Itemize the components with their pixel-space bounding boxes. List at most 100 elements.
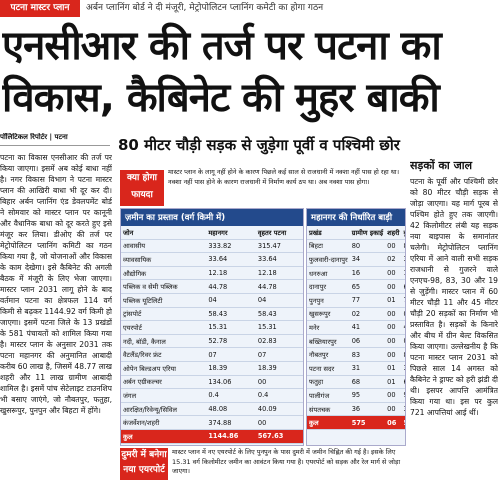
table-cell: 65 (349, 279, 386, 294)
table-cell: 04 (255, 293, 303, 308)
table-cell: 02 (349, 307, 386, 322)
table-row: नौबतपुर830083 (307, 347, 405, 362)
headline: एनसीआर की तर्ज पर पटना का विकास, कैबिनेट… (2, 20, 496, 128)
table-cell: 01 (385, 293, 402, 308)
column-header: महानगर (206, 226, 256, 240)
table-row: आवासीय 333.82 315.47 (121, 239, 303, 254)
table-cell: 80 (349, 239, 386, 254)
table-cell: 69 (401, 375, 405, 390)
table-row: आरक्षित/रिवेन्यू/सिविल 48.08 40.09 (121, 402, 303, 417)
table-cell: 16 (401, 266, 405, 281)
table-cell: ट्रांसपोर्ट (121, 307, 207, 322)
table-cell: 68 (349, 375, 386, 390)
table-row: पब्लिक व सेमी पब्लिक 44.78 44.78 (121, 279, 303, 294)
table-cell: 36 (401, 252, 405, 267)
column-header: जोन (121, 226, 207, 240)
table-row: औद्योगिक 12.18 12.18 (121, 266, 303, 281)
table-cell: फुलवारी-दानापुर (307, 252, 350, 267)
table-cell: 00 (385, 388, 402, 403)
table-cell: 15.31 (206, 320, 256, 335)
table-row: मनेर410041 (307, 320, 405, 335)
table-cell: कुल (307, 415, 350, 430)
table-cell: 315.47 (255, 239, 303, 254)
table-cell: व्यावसायिक (121, 252, 207, 267)
table-cell: 33.64 (255, 252, 303, 267)
table-cell: कुल (121, 429, 207, 444)
table-cell: 01 (385, 361, 402, 376)
table-cell: 83 (349, 347, 386, 362)
table-title: महानगर की निर्धारित बाड़ी (307, 209, 405, 226)
headline-line: एनसीआर की तर्ज पर पटना का (2, 23, 442, 69)
table-cell: 581 (401, 415, 405, 430)
table-cell: 95 (401, 388, 405, 403)
column-header: ग्रामीण इकाई (349, 226, 386, 240)
table-cell: 34 (349, 252, 386, 267)
box-label: दुमरी में बनेगा नया एयरपोर्ट (120, 448, 168, 480)
table-row: कंजर्वेशन/शहरी 374.88 00 (121, 415, 303, 430)
table: जोन महानगर वृहतर पटना आवासीय 333.82 315.47 व्य… (121, 226, 303, 444)
table-cell: ओपेन बिल्डअप एरिया (121, 361, 207, 376)
table-cell: मनेर (307, 320, 350, 335)
table-cell: 15.31 (255, 320, 303, 335)
table-cell: 134.06 (206, 375, 256, 390)
table-title: ज़मीन का प्रस्ताव (वर्ग किमी में) (121, 209, 303, 226)
table-cell: 06 (401, 334, 405, 349)
table-cell: 44.78 (206, 279, 256, 294)
table-cell: 00 (255, 375, 303, 390)
table-cell: खुसरूपुर (307, 307, 350, 322)
strapline: अर्बन प्लानिंग बोर्ड ने दी मंजूरी, मेट्र… (86, 3, 324, 13)
table-row: संपतचक360036 (307, 402, 405, 417)
box-text: मास्टर प्लान के लागू नहीं होने के कारण प… (168, 168, 400, 186)
table-cell: 80 (401, 239, 405, 254)
table-cell: 83 (401, 347, 405, 362)
land-table: ज़मीन का प्रस्ताव (वर्ग किमी में) जोन महान… (120, 208, 304, 446)
table-cell: 02.83 (255, 334, 303, 349)
table-cell: 78 (401, 293, 405, 308)
table-cell: आवासीय (121, 239, 207, 254)
table-cell: वैटलैंड/रिवर फ्रंट (121, 347, 207, 362)
table-row: बख्तियारपुर060006 (307, 334, 405, 349)
table-cell: 41 (349, 320, 386, 335)
table-cell: 48.08 (206, 402, 256, 417)
table-row: पुनपुन770178 (307, 293, 405, 308)
table-row: पालीगंज950095 (307, 388, 405, 403)
section-tag: पटना मास्टर प्लान (0, 0, 80, 17)
table-cell: आरक्षित/रिवेन्यू/सिविल (121, 402, 207, 417)
side-heading: सड़कों का जाल (410, 159, 473, 172)
box-text: मास्टर प्लान में नए एयरपोर्ट के लिए पुनप… (172, 448, 401, 475)
table-cell: 01 (385, 375, 402, 390)
table-cell: 41 (401, 320, 405, 335)
table-cell: पुनपुन (307, 293, 350, 308)
total-row: कुल 1144.86 567.63 (121, 429, 303, 444)
table-cell: एयरपोर्ट (121, 320, 207, 335)
column-header: वृहतर पटना (255, 226, 303, 240)
table-row: फुलवारी-दानापुर340236 (307, 252, 405, 267)
total-row: कुल57506581 (307, 415, 405, 430)
table-row: नदी, बॉडी, कैनाल 52.78 02.83 (121, 334, 303, 349)
table-row: ट्रांसपोर्ट 58.43 58.43 (121, 307, 303, 322)
table-cell: बख्तियारपुर (307, 334, 350, 349)
table-cell: बिहटा (307, 239, 350, 254)
side-text: पटना के पूर्वी और पश्चिमी छोर को 80 मीटर… (410, 177, 498, 417)
table-row: पटना सदर310132 (307, 361, 405, 376)
table-cell: 00 (385, 266, 402, 281)
table-row: व्यावसायिक 33.64 33.64 (121, 252, 303, 267)
table-cell: पालीगंज (307, 388, 350, 403)
table-cell: अर्बन एग्रीकल्चर (121, 375, 207, 390)
table-cell: 00 (385, 334, 402, 349)
block-table: महानगर की निर्धारित बाड़ी प्रखंड ग्रामीण इ… (306, 208, 406, 446)
table-cell: 02 (385, 252, 402, 267)
table-row: एयरपोर्ट 15.31 15.31 (121, 320, 303, 335)
table-cell: 58.43 (255, 307, 303, 322)
table-cell: 333.82 (206, 239, 256, 254)
box-label: क्या होगा फायदा (120, 170, 164, 206)
table-cell: 00 (385, 279, 402, 294)
table-cell: 36 (401, 402, 405, 417)
table-cell: नौबतपुर (307, 347, 350, 362)
table-cell: 12.18 (206, 266, 256, 281)
table-row: जंगल 0.4 0.4 (121, 388, 303, 403)
table-cell: 44.78 (255, 279, 303, 294)
table-row: धनरुआ160016 (307, 266, 405, 281)
table-cell: धनरुआ (307, 266, 350, 281)
